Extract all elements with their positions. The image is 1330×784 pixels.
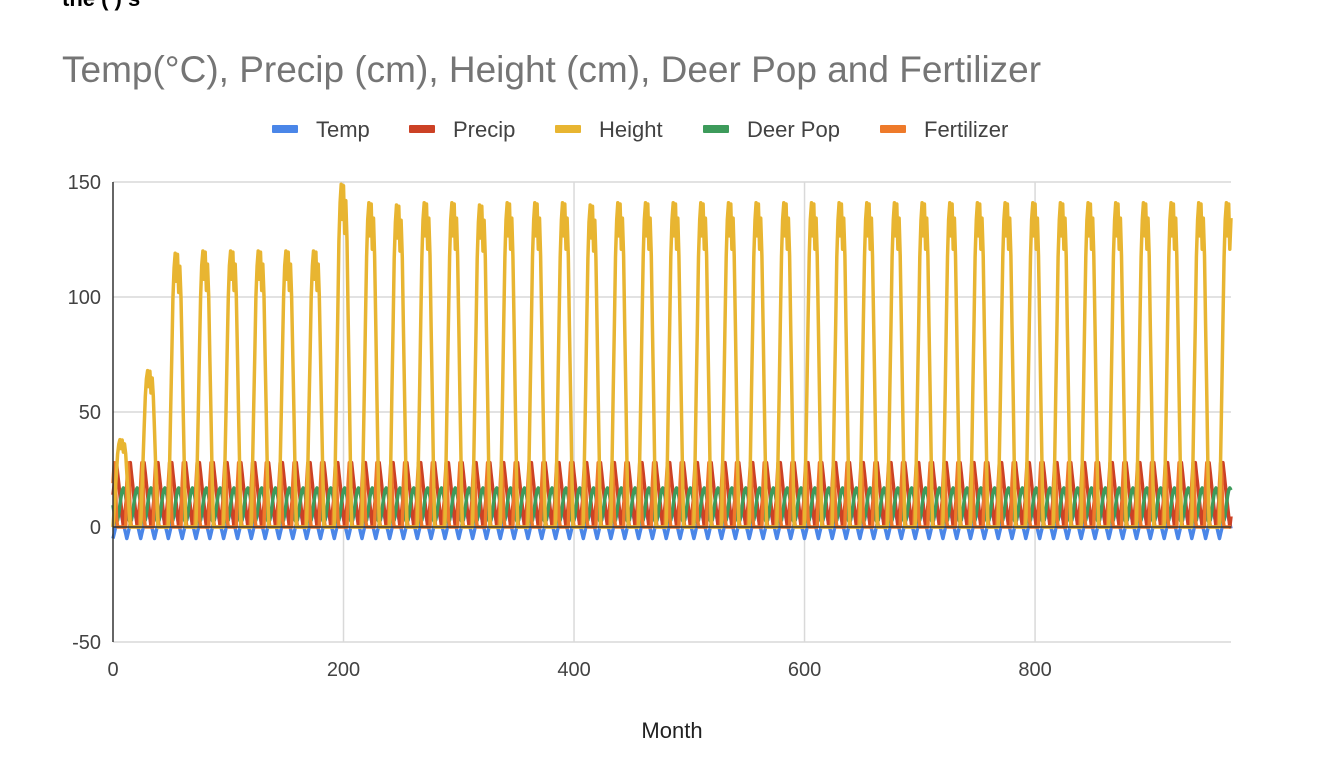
- legend-label-fertilizer: Fertilizer: [924, 117, 1008, 142]
- x-tick-label: 200: [327, 659, 360, 681]
- legend-label-deer-pop: Deer Pop: [747, 117, 840, 142]
- legend-swatch-fertilizer: [880, 125, 906, 133]
- gridlines: [113, 181, 1231, 643]
- top-cut-text: the ( ) s: [62, 0, 140, 11]
- legend-label-height: Height: [599, 117, 663, 142]
- legend-swatch-deer-pop: [703, 125, 729, 133]
- x-tick-label: 400: [557, 659, 590, 681]
- legend-swatch-precip: [409, 125, 435, 133]
- tick-labels: 150 100 50 0 -50 0 200 400 600 800: [68, 172, 1052, 681]
- series-line-precip: [111, 460, 1233, 529]
- x-axis-title: Month: [641, 718, 702, 743]
- x-tick-label: 800: [1018, 659, 1051, 681]
- legend-label-temp: Temp: [316, 117, 370, 142]
- legend-swatch-temp: [272, 125, 298, 133]
- x-tick-label: 0: [107, 659, 118, 681]
- y-tick-label: 50: [79, 402, 101, 424]
- axes: [112, 182, 1231, 642]
- y-tick-label: -50: [72, 632, 101, 654]
- series-group: [111, 182, 1233, 541]
- y-tick-label: 150: [68, 172, 101, 194]
- chart-title: Temp(°C), Precip (cm), Height (cm), Deer…: [62, 49, 1041, 90]
- y-tick-label: 0: [90, 517, 101, 539]
- x-tick-label: 600: [788, 659, 821, 681]
- y-tick-label: 100: [68, 287, 101, 309]
- legend-label-precip: Precip: [453, 117, 515, 142]
- legend-swatch-height: [555, 125, 581, 133]
- legend: Temp Precip Height Deer Pop Fertilizer: [272, 117, 1008, 142]
